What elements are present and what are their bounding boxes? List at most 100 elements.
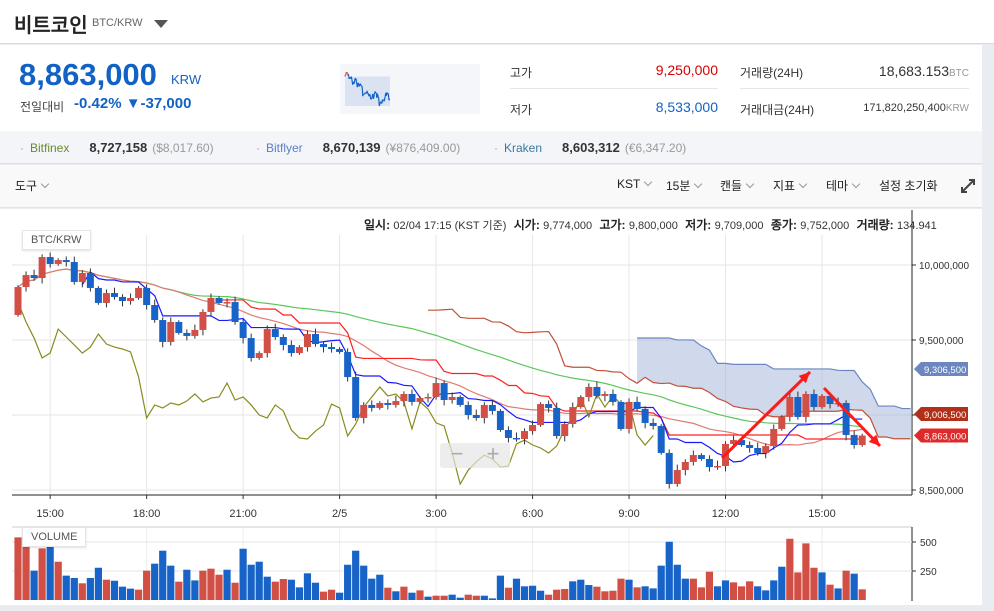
candle — [440, 383, 448, 400]
volume-bar — [818, 572, 826, 600]
ichimoku-cloud-segment — [870, 389, 879, 438]
ichimoku-cloud-segment — [894, 406, 903, 439]
annotation-arrow-down-head — [868, 434, 880, 446]
coin-title: 비트코인 — [14, 15, 88, 37]
ichimoku-cloud-segment — [830, 368, 839, 412]
candle — [392, 401, 400, 405]
zoom-in-button[interactable]: + — [486, 441, 500, 466]
volume-bar — [231, 582, 239, 600]
volume-unit: BTC — [949, 68, 969, 79]
moving-average-short — [17, 268, 863, 447]
volume-bar — [842, 570, 850, 600]
candle — [344, 352, 352, 378]
time-label: 일시: — [364, 218, 391, 232]
volume-bar — [86, 577, 94, 600]
candle — [191, 329, 199, 336]
candle — [78, 272, 86, 282]
candle — [609, 394, 617, 402]
chart-type-menu[interactable]: 캔들 — [720, 177, 755, 194]
volume-bar — [416, 590, 424, 600]
tools-menu[interactable]: 도구 — [15, 177, 50, 194]
candle — [601, 394, 609, 396]
candle — [62, 260, 70, 262]
candle — [802, 394, 810, 417]
candle — [207, 298, 215, 312]
ichimoku-lagging-span — [17, 301, 654, 486]
volume-bar — [569, 581, 577, 600]
candle — [215, 298, 223, 303]
candle — [545, 404, 553, 408]
candle — [110, 293, 118, 297]
candle — [537, 404, 545, 426]
ichimoku-cloud-segment — [749, 364, 758, 410]
volume-bar — [319, 591, 328, 600]
y-tick-label: 8,500,000 — [919, 486, 964, 497]
ichimoku-cloud-segment — [685, 339, 694, 389]
volume-bar — [673, 564, 681, 600]
volume-bar — [504, 587, 513, 600]
change-pct: -0.42% — [74, 95, 122, 112]
volume-bar — [424, 596, 432, 600]
candle — [279, 337, 287, 345]
x-tick-label: 15:00 — [36, 508, 64, 520]
x-tick-label: 3:00 — [425, 508, 446, 520]
candle — [400, 394, 408, 402]
volume-bar — [102, 579, 111, 600]
volume-tick-label: 500 — [920, 538, 937, 549]
volume-bar — [408, 592, 416, 600]
zoom-out-button[interactable]: − — [450, 441, 464, 466]
fullscreen-icon[interactable] — [961, 179, 975, 193]
volume-bar — [561, 588, 569, 600]
ichimoku-cloud-segment — [717, 363, 726, 402]
exchange-price: 8,670,139 — [322, 140, 381, 155]
scrollbar[interactable] — [982, 44, 994, 611]
caret-down-icon[interactable] — [154, 20, 168, 28]
exchange-bitfinex: · Bitfinex 8,727,158 ($8,017.60) — [20, 140, 214, 155]
candle — [360, 404, 368, 418]
volume-bar — [826, 584, 834, 600]
volume-bar — [834, 588, 842, 600]
candle — [424, 397, 432, 399]
volume-label: 거래량: — [856, 218, 894, 232]
timezone-menu[interactable]: KST — [617, 177, 653, 191]
indicators-menu[interactable]: 지표 — [773, 177, 808, 194]
open-label: 시가: — [513, 218, 540, 232]
volume-bar — [135, 589, 143, 600]
volume-bar — [327, 589, 336, 600]
candle — [239, 322, 247, 339]
volume-value: 18,683.153 — [878, 63, 949, 79]
candle — [850, 434, 858, 445]
reset-settings-button[interactable]: 설정 초기화 — [879, 179, 938, 193]
y-tick-label: 10,000,000 — [919, 261, 969, 272]
volume-bar — [802, 543, 810, 600]
volume-bar — [159, 550, 167, 600]
candle — [625, 401, 633, 429]
volume-bar — [360, 565, 368, 600]
interval-menu[interactable]: 15분 — [666, 177, 703, 194]
candle — [641, 409, 649, 423]
candle — [119, 296, 127, 301]
x-tick-label: 18:00 — [133, 508, 161, 520]
volume-bar — [78, 583, 86, 600]
x-tick-label: 6:00 — [522, 508, 543, 520]
tools-label: 도구 — [15, 179, 38, 193]
volume-bar — [22, 527, 30, 600]
theme-menu[interactable]: 테마 — [826, 177, 861, 194]
volume-bar — [762, 590, 770, 600]
volume-bar — [207, 568, 215, 600]
candle — [94, 287, 102, 303]
candle — [167, 322, 175, 342]
candle — [633, 401, 641, 409]
ichimoku-cloud-segment — [669, 337, 678, 387]
candle — [255, 353, 263, 358]
candle — [504, 430, 512, 438]
volume-bar — [151, 563, 159, 600]
volume-bar — [247, 564, 255, 600]
x-tick-label: 9:00 — [618, 508, 639, 520]
candle — [38, 257, 46, 279]
annotation-arrow-up — [720, 370, 812, 460]
candle — [786, 397, 794, 417]
volume-bar — [601, 591, 609, 600]
volume-bar — [368, 578, 376, 600]
volume-bar — [384, 587, 392, 600]
